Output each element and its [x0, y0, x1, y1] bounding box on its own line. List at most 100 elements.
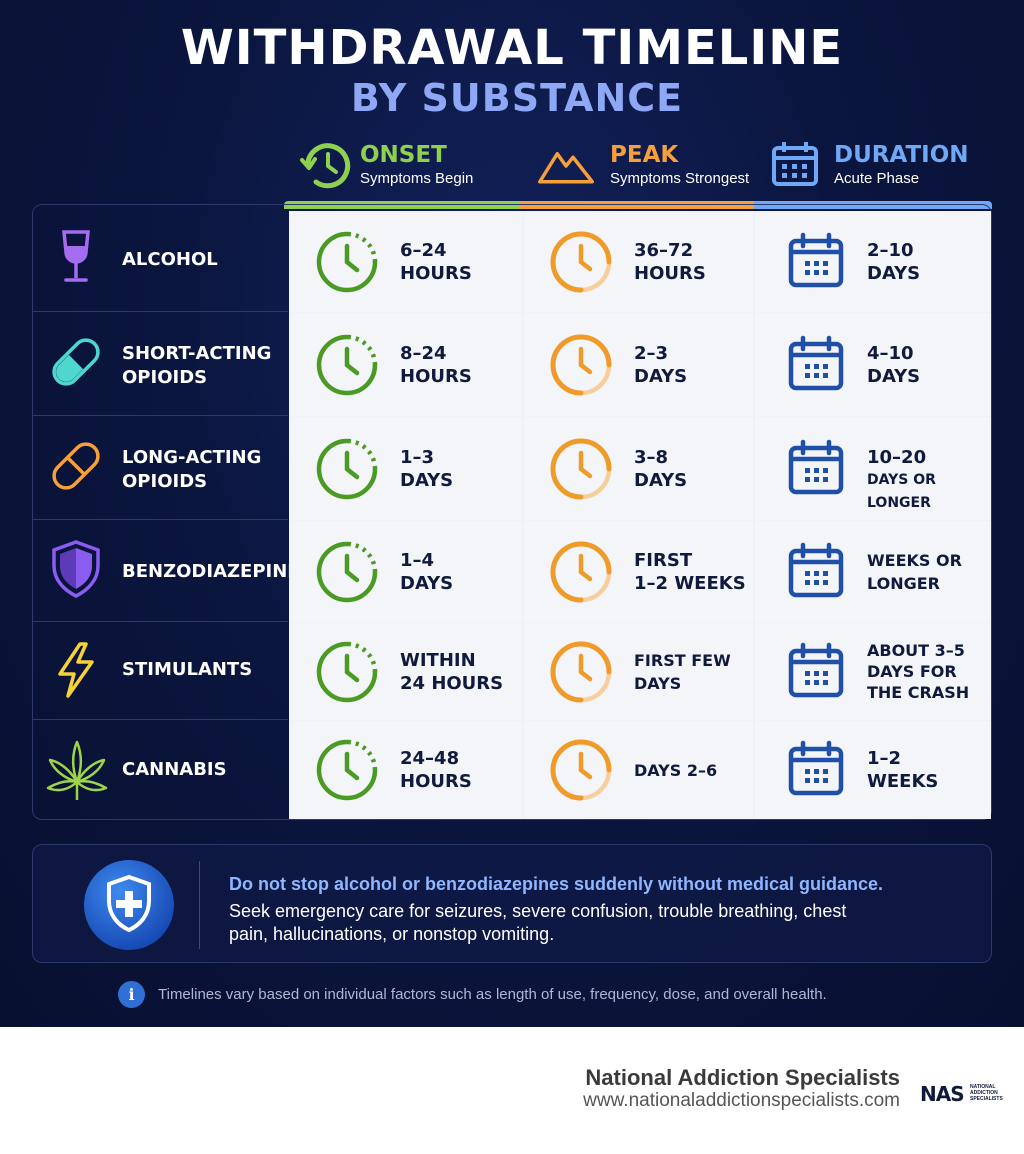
peak-value: 3–8 DAYS [634, 446, 687, 492]
cell-onset: 1–3 DAYS [290, 417, 522, 520]
warning-headline: Do not stop alcohol or benzodiazepines s… [229, 874, 884, 894]
value-line: 2–10 [867, 240, 914, 261]
clock-icon [316, 438, 378, 500]
medical-shield-icon [84, 860, 174, 950]
cell-peak: FIRST 1–2 WEEKS [524, 521, 753, 622]
value-line: DAYS [867, 263, 921, 284]
duration-value: 2–10 DAYS [867, 239, 920, 285]
shield-icon [52, 540, 100, 598]
row-header-long-acting-opioids: LONG-ACTING OPIOIDS [32, 416, 288, 520]
value-line: HOURS [400, 771, 472, 792]
value-line: WEEKS [867, 771, 939, 792]
row-header-benzodiazepines: BENZODIAZEPINES [32, 520, 313, 622]
value-line: LONGER [867, 574, 940, 593]
column-name: PEAK [610, 142, 679, 168]
cell-duration: 4–10 DAYS [755, 313, 991, 416]
value-line: DAYS [634, 470, 688, 491]
capsule-icon [52, 338, 100, 386]
value-line: DAYS 2–6 [634, 761, 718, 780]
clock-icon [550, 739, 612, 801]
page-title: WITHDRAWAL TIMELINE [180, 20, 844, 76]
onset-value: 24–48 HOURS [400, 747, 472, 793]
infographic: WITHDRAWAL TIMELINE BY SUBSTANCE ONSET S… [0, 0, 1024, 1027]
clock-icon [316, 541, 378, 603]
value-line: WEEKS OR [867, 551, 962, 570]
clock-icon [550, 231, 612, 293]
value-line: ABOUT 3–5 [867, 641, 965, 660]
substance-name: ALCOHOL [122, 249, 218, 270]
info-icon: i [118, 981, 145, 1008]
duration-value: 1–2 WEEKS [867, 747, 938, 793]
value-line: 4–10 [867, 343, 914, 364]
calendar-icon [788, 542, 844, 598]
nas-logo: NAS NATIONAL ADDICTION SPECIALISTS [920, 1080, 1010, 1108]
organization-url[interactable]: www.nationaladdictionspecialists.com [583, 1090, 900, 1111]
value-line: 10–20 [867, 447, 927, 468]
clock-icon [550, 541, 612, 603]
clock-icon [550, 334, 612, 396]
calendar-icon [788, 642, 844, 698]
cell-peak: DAYS 2–6 [524, 721, 753, 819]
value-line: DAYS [400, 470, 454, 491]
cell-onset: WITHIN 24 HOURS [290, 623, 522, 720]
onset-value: 1–3 DAYS [400, 446, 453, 492]
column-subtitle: Symptoms Begin [360, 170, 474, 187]
value-line: 6–24 [400, 240, 447, 261]
row-header-cannabis: CANNABIS [32, 720, 288, 820]
value-line: 1–4 [400, 550, 435, 571]
row-header-stimulants: STIMULANTS [32, 622, 288, 720]
onset-value: 1–4 DAYS [400, 549, 453, 595]
value-line: 24 HOURS [400, 673, 504, 694]
column-name: ONSET [360, 142, 447, 168]
value-line: WITHIN [400, 650, 476, 671]
cell-duration: 1–2 WEEKS [755, 721, 991, 819]
onset-accent-bar [284, 201, 520, 209]
value-line: DAYS OR LONGER [867, 472, 936, 511]
value-line: 3–8 [634, 447, 669, 468]
cell-onset: 1–4 DAYS [290, 521, 522, 622]
peak-value: FIRST FEW DAYS [634, 649, 731, 695]
cell-duration: 2–10 DAYS [755, 212, 991, 312]
capsule-icon [52, 442, 100, 490]
cell-onset: 8–24 HOURS [290, 313, 522, 416]
calendar-icon [788, 740, 844, 796]
peak-value: DAYS 2–6 [634, 759, 717, 782]
cell-duration: ABOUT 3–5 DAYS FOR THE CRASH [755, 623, 991, 720]
value-line: 1–2 [867, 748, 902, 769]
value-line: THE CRASH [867, 683, 970, 702]
clock-icon [316, 334, 378, 396]
duration-value: 4–10 DAYS [867, 342, 920, 388]
cell-duration: WEEKS OR LONGER [755, 521, 991, 622]
peak-value: 2–3 DAYS [634, 342, 687, 388]
cell-duration: 10–20 DAYS OR LONGER [755, 417, 991, 520]
cell-onset: 24–48 HOURS [290, 721, 522, 819]
substance-name: LONG-ACTING OPIOIDS [122, 447, 262, 492]
row-header-short-acting-opioids: SHORT-ACTING OPIOIDS [32, 312, 288, 416]
row-header-alcohol: ALCOHOL [32, 206, 288, 312]
peak-accent-bar [520, 201, 754, 209]
value-line: 8–24 [400, 343, 447, 364]
calendar-icon [788, 335, 844, 391]
column-name: DURATION [834, 142, 969, 168]
mountain-peak-icon [538, 152, 594, 184]
duration-accent-bar [754, 201, 992, 209]
value-line: FIRST FEW [634, 651, 731, 670]
wine-glass-icon [62, 230, 90, 282]
cell-peak: FIRST FEW DAYS [524, 623, 753, 720]
peak-value: 36–72 HOURS [634, 239, 706, 285]
calendar-icon [788, 232, 844, 288]
duration-value: WEEKS OR LONGER [867, 549, 962, 595]
clock-icon [316, 641, 378, 703]
column-subtitle: Acute Phase [834, 170, 920, 187]
warning-body: Seek emergency care for seizures, severe… [229, 901, 847, 944]
value-line: DAYS [867, 366, 921, 387]
clock-arrow-icon [300, 143, 351, 189]
cell-peak: 36–72 HOURS [524, 212, 753, 312]
logo-text: NATIONAL ADDICTION SPECIALISTS [970, 1084, 1003, 1102]
cell-onset: 6–24 HOURS [290, 212, 522, 312]
value-line: 1–3 [400, 447, 435, 468]
calendar-icon [772, 142, 818, 186]
value-line: DAYS FOR [867, 662, 957, 681]
substance-name: BENZODIAZEPINES [122, 561, 313, 582]
value-line: HOURS [400, 263, 472, 284]
